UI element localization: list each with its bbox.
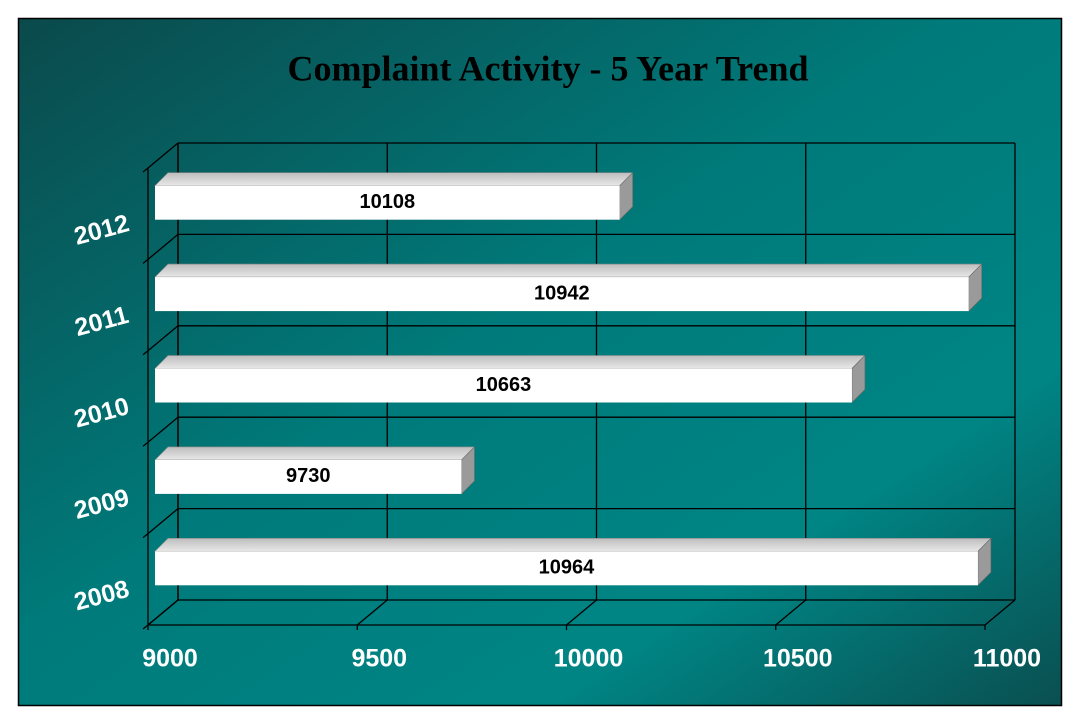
category-grid-line (147, 416, 179, 443)
grid-line (775, 599, 807, 626)
axis-tick (142, 350, 149, 356)
grid-line (147, 599, 179, 626)
category-grid-line (147, 233, 179, 260)
value-label: 10663 (476, 374, 532, 396)
x-tick-label: 10000 (554, 645, 624, 673)
axis-tick (142, 533, 149, 539)
value-label: 10108 (360, 191, 416, 213)
value-label: 10942 (534, 282, 590, 304)
grid-line (356, 599, 388, 626)
chart-title: Complaint Activity - 5 Year Trend (288, 48, 809, 88)
bar-top (154, 355, 866, 369)
bar-top (154, 537, 992, 552)
bar (155, 185, 620, 220)
axis-tick (142, 441, 149, 447)
bar-top (154, 172, 634, 186)
value-label: 9730 (286, 465, 331, 487)
axis-tick (142, 624, 149, 630)
value-label: 10964 (539, 557, 595, 579)
category-grid-line (147, 508, 179, 535)
axis-tick (142, 258, 149, 264)
bar (155, 368, 852, 403)
bar-top (154, 446, 476, 461)
x-tick-label: 9000 (142, 645, 198, 673)
bar-top (154, 263, 983, 278)
category-grid-line (147, 142, 179, 169)
x-tick-label: 11000 (973, 645, 1041, 673)
x-tick-label: 9500 (351, 645, 407, 673)
bar (155, 277, 969, 312)
grid-line (984, 599, 1016, 626)
x-tick-label: 10500 (763, 645, 833, 673)
bar (155, 551, 978, 586)
bar (155, 459, 462, 494)
axis-tick (142, 167, 149, 173)
category-grid-line (147, 325, 179, 352)
grid-line (566, 599, 597, 626)
